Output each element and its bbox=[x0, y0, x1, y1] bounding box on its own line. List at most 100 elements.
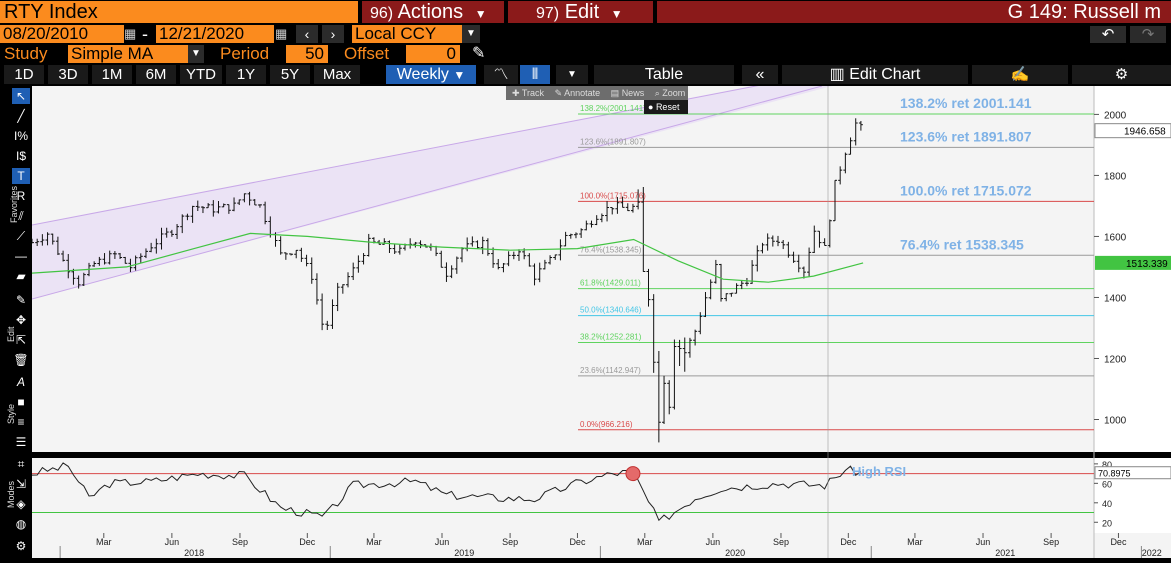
price-bar bbox=[112, 251, 117, 259]
news-button[interactable]: ▤ News bbox=[610, 88, 645, 98]
month-tick-label: Jun bbox=[165, 537, 180, 547]
study-select[interactable]: Simple MA bbox=[68, 45, 188, 63]
price-bar bbox=[81, 272, 86, 287]
channel-tool-icon[interactable]: ⫽ bbox=[18, 209, 24, 223]
price-bar bbox=[195, 200, 200, 212]
line-weight-icon[interactable]: ≡ bbox=[17, 415, 25, 429]
fill-color-icon[interactable]: ■ bbox=[17, 395, 25, 409]
price-bar bbox=[175, 224, 180, 240]
price-bar bbox=[216, 201, 221, 214]
rsi-annotation: High RSI bbox=[852, 464, 906, 479]
range-button-ytd[interactable]: YTD bbox=[180, 65, 222, 84]
annotate-label: Annotate bbox=[564, 88, 601, 98]
price-bar bbox=[304, 254, 309, 267]
line-chart-icon[interactable]: 〽 bbox=[484, 65, 518, 84]
month-tick-label: Sep bbox=[502, 537, 518, 547]
ticker-field[interactable]: RTY Index bbox=[0, 1, 358, 23]
price-chart[interactable]: 138.2%(2001.141) 138.2% ret 2001.141 123.6… bbox=[32, 86, 1171, 558]
price-bar bbox=[356, 255, 361, 273]
month-tick-label: Jun bbox=[976, 537, 991, 547]
range-button-3d[interactable]: 3D bbox=[48, 65, 88, 84]
range-button-5y[interactable]: 5Y bbox=[270, 65, 310, 84]
edit-number: 97) bbox=[536, 5, 560, 22]
chevron-down-icon[interactable]: ▼ bbox=[462, 25, 480, 43]
price-tick-label: 1000 bbox=[1104, 415, 1127, 426]
chart-area[interactable]: 138.2%(2001.141) 138.2% ret 2001.141 123.6… bbox=[32, 86, 1171, 558]
trash-icon[interactable]: 🗑 bbox=[13, 353, 29, 367]
annotate-button[interactable]: ✎ Annotate bbox=[554, 88, 601, 98]
draw-icon[interactable]: ✍ bbox=[972, 65, 1068, 84]
price-bar bbox=[35, 238, 40, 247]
palette-icon[interactable]: ◍ bbox=[15, 517, 27, 531]
zoom-button[interactable]: ⌕ Zoom bbox=[654, 88, 686, 98]
gear-icon[interactable]: ⚙ bbox=[1072, 65, 1171, 84]
range-button-1d[interactable]: 1D bbox=[4, 65, 44, 84]
edit-menu[interactable]: 97) Edit ▼ bbox=[508, 1, 653, 23]
bar-chart-icon[interactable]: ⫴ bbox=[520, 65, 550, 84]
pencil-icon[interactable]: ✎ bbox=[15, 293, 27, 307]
fib-level-label: 138.2% ret 2001.141 bbox=[900, 95, 1032, 111]
table-button[interactable]: Table bbox=[594, 65, 734, 84]
chevron-down-icon[interactable]: ▼ bbox=[188, 45, 204, 63]
rsi-tick-label: 40 bbox=[1102, 499, 1112, 509]
ray-tool-icon[interactable]: ▰ bbox=[16, 269, 26, 283]
price-bar bbox=[180, 214, 185, 234]
rsi-last-badge bbox=[1094, 466, 1171, 480]
currency-select[interactable]: Local CCY bbox=[352, 25, 462, 43]
price-bar bbox=[377, 239, 382, 245]
undo-icon[interactable]: ↶ bbox=[1090, 26, 1126, 43]
layers-icon[interactable]: ◈ bbox=[16, 497, 26, 511]
retracement-tool-icon[interactable]: R bbox=[16, 189, 26, 203]
period-field[interactable]: 50 bbox=[286, 45, 328, 63]
price-bar bbox=[397, 244, 402, 255]
end-date-field[interactable]: 12/21/2020 bbox=[156, 25, 274, 43]
track-button[interactable]: ✚ Track bbox=[512, 88, 545, 98]
gear-icon[interactable]: ⚙ bbox=[15, 539, 27, 553]
price-bar bbox=[838, 166, 843, 185]
chevron-right-icon[interactable]: › bbox=[322, 25, 344, 43]
range-button-1y[interactable]: 1Y bbox=[226, 65, 266, 84]
select-icon[interactable]: ⇱ bbox=[15, 333, 27, 347]
line-tool-icon[interactable]: ╱ bbox=[17, 109, 25, 123]
price-bar bbox=[620, 196, 625, 208]
cursor-mode-icon[interactable]: ⇲ bbox=[15, 477, 27, 491]
move-icon[interactable]: ✥ bbox=[15, 313, 27, 327]
month-tick-label: Sep bbox=[232, 537, 248, 547]
range-button-6m[interactable]: 6M bbox=[136, 65, 176, 84]
cursor-icon[interactable]: ↖ bbox=[12, 88, 30, 104]
line-style-icon[interactable]: ☰ bbox=[15, 435, 27, 449]
crosshair-icon[interactable]: ⌗ bbox=[17, 457, 25, 471]
price-bar bbox=[817, 230, 822, 248]
price-bar bbox=[843, 152, 848, 174]
offset-field[interactable]: 0 bbox=[406, 45, 460, 63]
edit-chart-button[interactable]: ▥ Edit Chart bbox=[782, 65, 968, 84]
chevron-left-icon[interactable]: ‹ bbox=[296, 25, 318, 43]
calendar-icon[interactable]: ▦ bbox=[275, 26, 288, 41]
price-bar bbox=[636, 189, 641, 210]
text-style-icon[interactable]: A bbox=[16, 375, 25, 389]
calendar-icon[interactable]: ▦ bbox=[124, 26, 137, 41]
range-button-max[interactable]: Max bbox=[314, 65, 360, 84]
reset-button[interactable]: ● Reset bbox=[644, 100, 688, 114]
horizontal-line-icon[interactable]: — bbox=[15, 249, 27, 263]
actions-menu[interactable]: 96) Actions ▼ bbox=[362, 1, 504, 23]
price-bar bbox=[786, 241, 791, 258]
price-bar bbox=[625, 203, 630, 212]
fib-tool-icon[interactable]: T bbox=[12, 168, 30, 184]
trend-tool-icon[interactable]: ⟋ bbox=[16, 229, 26, 243]
redo-icon[interactable]: ↷ bbox=[1130, 26, 1166, 43]
last-price-badge bbox=[1094, 123, 1171, 139]
price-bar bbox=[294, 249, 299, 259]
price-bar bbox=[573, 232, 578, 239]
chevron-down-icon[interactable]: ▼ bbox=[556, 65, 588, 84]
price-bar bbox=[454, 256, 459, 274]
collapse-icon[interactable]: « bbox=[742, 65, 778, 84]
start-date-field[interactable]: 08/20/2010 bbox=[0, 25, 124, 43]
frequency-select[interactable]: Weekly ▼ bbox=[386, 65, 476, 84]
range-button-1m[interactable]: 1M bbox=[92, 65, 132, 84]
page-title: G 149: Russell m bbox=[657, 1, 1171, 23]
pencil-icon[interactable]: ✎ bbox=[472, 45, 486, 62]
price-bar bbox=[40, 234, 45, 246]
percent-tool-icon[interactable]: I% bbox=[13, 129, 28, 143]
dollar-tool-icon[interactable]: I$ bbox=[15, 149, 26, 163]
